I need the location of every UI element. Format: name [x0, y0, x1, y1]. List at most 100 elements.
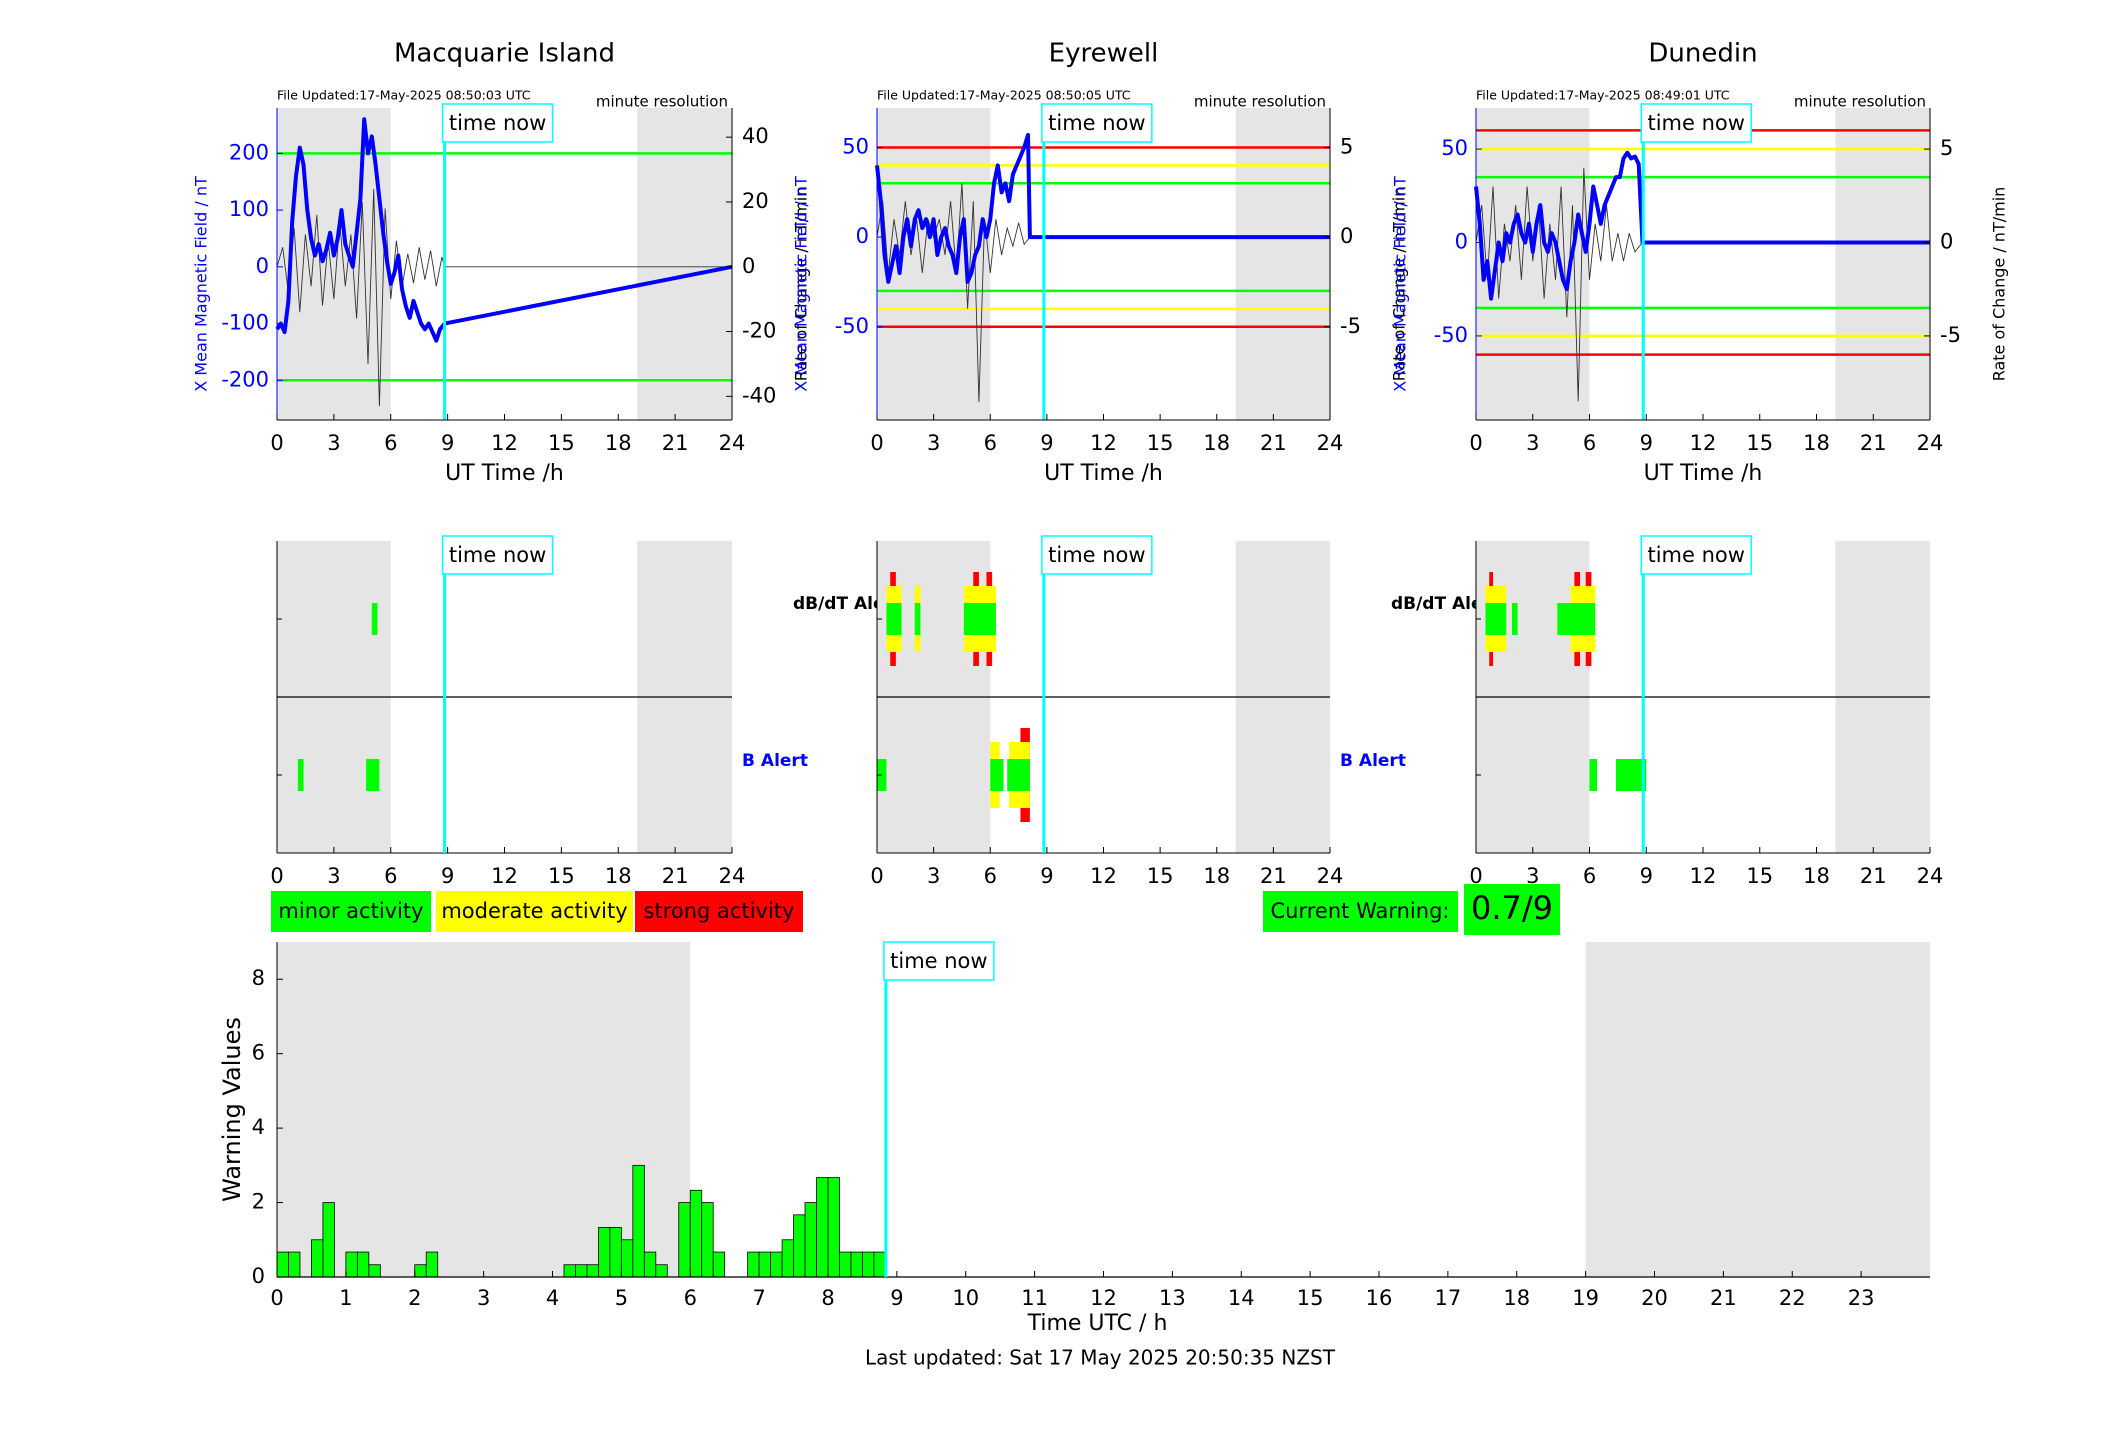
warning-bar: [425, 1251, 439, 1278]
y2-tick-label: 0: [1340, 224, 1353, 248]
warning-bar: [839, 1251, 852, 1278]
y2-tick-label: -20: [742, 319, 776, 343]
y-axis-label: X Mean Magnetic Field / nT: [192, 176, 211, 392]
x-tick-label: 24: [719, 431, 746, 455]
alert-block-minor: [371, 603, 378, 635]
time-now-box: [441, 535, 554, 575]
y-tick-label: 2: [252, 1190, 265, 1214]
x-tick-label: 0: [270, 431, 283, 455]
alert-block-minor: [963, 603, 996, 635]
alert-timeline: time now 0 3 6 9 12 15 18 21 24 dB/dT Alert B Alert: [870, 535, 1499, 888]
x-tick-label: 24: [1317, 864, 1344, 888]
x-tick-label: 8: [821, 1286, 834, 1310]
y-tick-label: -200: [221, 367, 269, 391]
x-tick-label: 15: [1297, 1286, 1324, 1310]
y-tick-label: 100: [229, 197, 269, 221]
alert-block-minor: [297, 759, 304, 791]
x-tick-label: 3: [927, 864, 940, 888]
resolution-label: minute resolution: [1194, 93, 1326, 111]
warning-bar: [414, 1264, 427, 1278]
y2-tick-label: -40: [742, 383, 776, 407]
file-updated-label: File Updated:17-May-2025 08:50:05 UTC: [877, 88, 1131, 103]
x-tick-label: 16: [1366, 1286, 1393, 1310]
night-shade: [1476, 108, 1590, 420]
y-tick-label: 50: [842, 134, 869, 158]
x-tick-label: 6: [384, 864, 397, 888]
alert-block-minor: [1589, 759, 1598, 791]
legend-label-moderate: moderate activity: [441, 899, 627, 923]
x-tick-label: 0: [270, 864, 283, 888]
y2-tick-label: -5: [1340, 314, 1361, 338]
x-tick-label: 24: [1917, 864, 1944, 888]
file-updated-label: File Updated:17-May-2025 08:49:01 UTC: [1476, 88, 1730, 103]
x-tick-label: 9: [890, 1286, 903, 1310]
y2-tick-label: 0: [742, 254, 755, 278]
alert-block-minor: [1511, 603, 1518, 635]
y-tick-label: -100: [221, 311, 269, 335]
alert-timeline: time now 0 3 6 9 12 15 18 21 24: [1469, 535, 1944, 888]
current-warning: Current Warning: 0.7/9: [1263, 884, 1560, 935]
x-tick-label: 3: [327, 431, 340, 455]
x-tick-label: 15: [1147, 864, 1174, 888]
x-tick-label: 21: [662, 431, 689, 455]
warning-bar: [747, 1251, 760, 1278]
current-warning-label: Current Warning:: [1271, 899, 1450, 923]
x-tick-label: 6: [1583, 864, 1596, 888]
legend-swatch-minor: [271, 891, 431, 932]
night-shade: [1835, 108, 1930, 420]
y-axis-label: Warning Values: [218, 1017, 246, 1202]
x-tick-label: 5: [615, 1286, 628, 1310]
warning-bar: [873, 1251, 886, 1278]
legend-swatch-moderate: [436, 891, 633, 932]
time-now-label: time now: [1048, 111, 1145, 135]
y-tick-label: -50: [835, 314, 869, 338]
x-tick-label: 1: [339, 1286, 352, 1310]
y2-axis-label: Rate of Change / nT/min: [1390, 187, 1409, 382]
x-tick-label: 0: [270, 1286, 283, 1310]
y-axis-label: X Mean Magnetic Field / nT: [792, 176, 811, 392]
x-tick-label: 9: [1640, 431, 1653, 455]
warning-bar: [758, 1251, 772, 1278]
x-tick-label: 21: [662, 864, 689, 888]
x-tick-label: 9: [1040, 864, 1053, 888]
x-tick-label: 11: [1021, 1286, 1048, 1310]
x-tick-label: 21: [1710, 1286, 1737, 1310]
warning-bar: [276, 1251, 289, 1278]
x-tick-label: 4: [546, 1286, 559, 1310]
b-alert-label: B Alert: [1340, 751, 1406, 771]
x-tick-label: 22: [1779, 1286, 1806, 1310]
alert-block-minor: [1615, 759, 1647, 791]
x-tick-label: 10: [952, 1286, 979, 1310]
x-tick-label: 0: [1469, 864, 1482, 888]
x-tick-label: 12: [491, 431, 518, 455]
chart-title: Eyrewell: [1049, 39, 1159, 69]
warning-bar: [655, 1264, 668, 1278]
x-tick-label: 2: [408, 1286, 421, 1310]
night-shade: [1235, 108, 1330, 420]
x-tick-label: 18: [1803, 431, 1830, 455]
y2-tick-label: 0: [1940, 230, 1953, 254]
x-tick-label: 9: [441, 431, 454, 455]
time-now-label: time now: [1647, 111, 1744, 135]
x-tick-label: 0: [870, 864, 883, 888]
warning-bar: [689, 1189, 703, 1278]
y2-axis-label: Rate of Change / nT/min: [792, 187, 811, 382]
chart-title: Dunedin: [1648, 39, 1757, 69]
warning-bar: [311, 1239, 324, 1278]
x-tick-label: 24: [719, 864, 746, 888]
x-tick-label: 13: [1159, 1286, 1186, 1310]
rate-of-change-series: [276, 188, 732, 407]
x-axis-label: Time UTC / h: [1027, 1311, 1168, 1336]
x-tick-label: 18: [605, 864, 632, 888]
x-tick-label: 12: [1090, 864, 1117, 888]
y-tick-label: -50: [1434, 323, 1468, 347]
x-tick-label: 7: [752, 1286, 765, 1310]
y-tick-label: 0: [1455, 230, 1468, 254]
current-warning-value-box: [1464, 884, 1560, 935]
time-now-box: [1041, 103, 1153, 143]
last-updated-footer: Last updated: Sat 17 May 2025 20:50:35 N…: [865, 1346, 1336, 1370]
